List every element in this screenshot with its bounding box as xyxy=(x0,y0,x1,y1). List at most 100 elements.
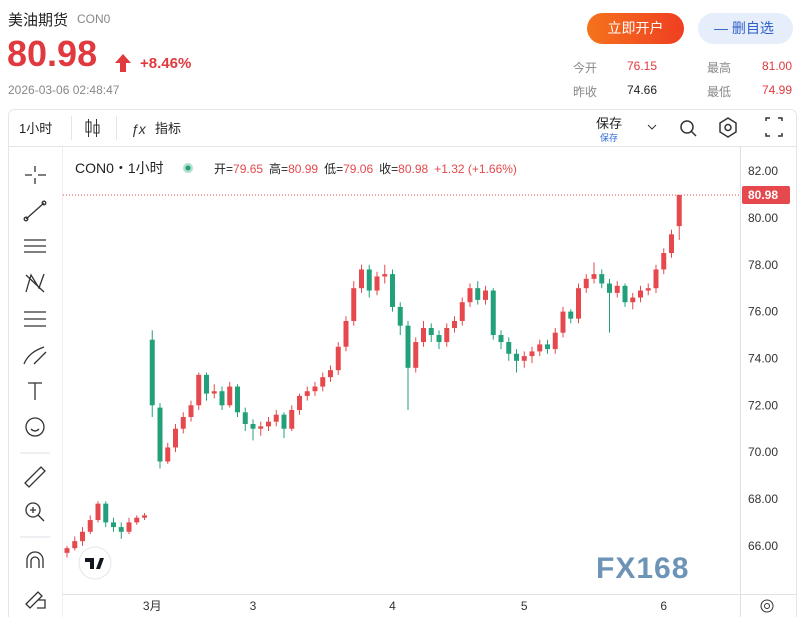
toolbar-icons[interactable] xyxy=(680,117,783,138)
legend-value: 79.06 xyxy=(343,162,373,176)
candle-body xyxy=(266,421,271,427)
candle-body xyxy=(80,531,85,542)
candle-body xyxy=(653,269,659,289)
candle-body xyxy=(645,288,651,291)
y-tick-label: 68.00 xyxy=(748,492,778,506)
candle-body xyxy=(335,346,341,371)
legend-change: +1.32 (+1.66%) xyxy=(434,162,517,176)
stat-value: 74.99 xyxy=(762,83,793,97)
candle-body xyxy=(95,503,101,521)
candle-body xyxy=(436,335,442,343)
stat-label: 今开 xyxy=(573,61,598,75)
code: CON0 xyxy=(77,12,111,26)
candle-body xyxy=(320,377,326,387)
y-tick-label: 80.00 xyxy=(748,211,778,225)
last-price-label: 80.98 xyxy=(748,188,778,202)
candle-body xyxy=(413,342,419,368)
candle-body xyxy=(149,339,155,406)
candle-body xyxy=(219,391,225,406)
y-tick-label: 78.00 xyxy=(748,258,778,272)
interval[interactable]: 1小时 xyxy=(19,121,52,136)
legend-label: 收= xyxy=(379,162,398,176)
candle-body xyxy=(173,428,178,448)
fx-icon[interactable]: ƒx xyxy=(131,121,147,137)
candle-body xyxy=(428,328,434,336)
candle-body xyxy=(560,311,566,333)
stat-value: 76.15 xyxy=(627,59,658,73)
candle-body xyxy=(250,424,256,429)
candle-body xyxy=(103,503,109,523)
candle-body xyxy=(452,320,457,328)
candle-body xyxy=(614,285,620,293)
candle-body xyxy=(475,288,481,300)
candle-body xyxy=(289,409,295,429)
candle-body xyxy=(459,302,465,321)
save[interactable]: 保存 xyxy=(596,116,622,131)
timestamp: 2026-03-06 02:48:47 xyxy=(8,83,120,97)
remove-watchlist-button[interactable]: — 删自选 xyxy=(698,13,793,44)
candle-body xyxy=(165,447,171,462)
candle-body xyxy=(390,274,395,307)
legend-value: 80.98 xyxy=(398,162,428,176)
candle-body xyxy=(204,374,209,394)
save-sub: 保存 xyxy=(600,132,618,143)
candle-body xyxy=(622,285,628,303)
candle-body xyxy=(297,395,302,410)
legend-label: 高= xyxy=(269,161,288,176)
settings-icon[interactable] xyxy=(760,599,774,613)
candle-body xyxy=(227,386,233,406)
candle-body xyxy=(405,325,411,368)
candle-body xyxy=(180,417,186,429)
candle-body xyxy=(235,386,240,413)
candle-body xyxy=(126,522,132,532)
candle-body xyxy=(591,274,597,279)
candle-body xyxy=(273,414,279,422)
y-tick-label: 70.00 xyxy=(748,445,778,459)
x-tick-label: 6 xyxy=(660,599,667,613)
candle-body xyxy=(661,253,667,270)
candle-body xyxy=(529,351,535,357)
chevron[interactable] xyxy=(647,124,657,130)
candle-body xyxy=(382,274,388,277)
candle-body xyxy=(599,274,605,284)
y-tick-label: 76.00 xyxy=(748,305,778,319)
drawing-tools[interactable] xyxy=(20,166,50,609)
tv-logo xyxy=(78,546,112,580)
candle-body xyxy=(506,342,512,354)
candle-body xyxy=(374,276,380,291)
x-tick-label: 4 xyxy=(389,599,396,613)
candle-body xyxy=(630,297,636,303)
chart-frame xyxy=(8,109,797,617)
y-tick-label: 66.00 xyxy=(748,539,778,553)
status-dot xyxy=(185,165,191,171)
candle-body xyxy=(483,290,488,300)
candle-body xyxy=(196,374,202,406)
candle-body xyxy=(72,541,78,549)
candle-body xyxy=(638,290,643,298)
candle-body xyxy=(134,517,140,523)
candle-body xyxy=(87,520,93,532)
watermark: FX168 xyxy=(596,552,689,585)
stat-value: 81.00 xyxy=(762,59,793,73)
candle-body xyxy=(467,288,473,303)
candle-body xyxy=(444,328,450,343)
candle-body xyxy=(669,234,674,254)
candle-body xyxy=(359,269,364,289)
candle-body xyxy=(111,522,116,528)
candle-body xyxy=(328,370,333,378)
candle-body xyxy=(366,269,372,291)
open-account-button[interactable]: 立即开户 xyxy=(587,13,684,44)
candle-body xyxy=(537,344,543,352)
y-tick-label: 72.00 xyxy=(748,398,778,412)
y-tick-label: 82.00 xyxy=(748,164,778,178)
candle-body xyxy=(583,278,589,289)
legend-value: 79.65 xyxy=(233,162,263,176)
candle-body xyxy=(351,288,357,321)
tv-logo-mark xyxy=(85,558,104,569)
candle-icon[interactable] xyxy=(85,119,100,137)
candle-body xyxy=(421,328,426,343)
candle-body xyxy=(676,194,682,227)
indicators[interactable]: 指标 xyxy=(155,121,181,136)
candle-body xyxy=(157,407,163,462)
